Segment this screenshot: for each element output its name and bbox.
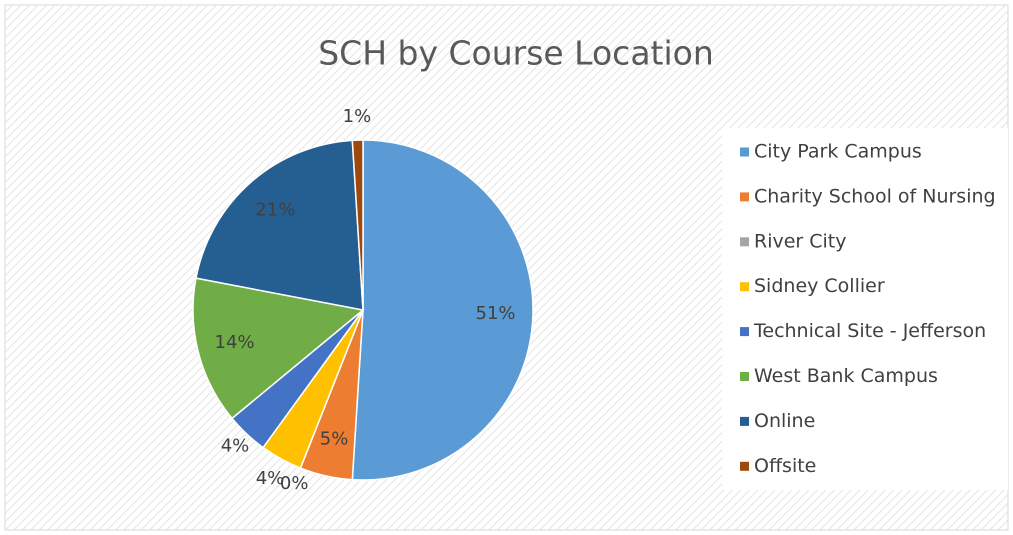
legend-label: Technical Site - Jefferson	[753, 320, 986, 342]
legend-label: City Park Campus	[754, 141, 922, 163]
data-label: 14%	[215, 332, 255, 353]
data-label: 4%	[221, 435, 250, 456]
data-label: 51%	[476, 303, 516, 324]
data-label: 21%	[255, 200, 295, 221]
pie-slice	[351, 139, 534, 481]
legend-label: Charity School of Nursing	[754, 185, 996, 207]
legend-label: River City	[754, 230, 847, 252]
pie-slice	[351, 139, 364, 311]
legend-swatch	[740, 192, 749, 202]
legend-swatch	[740, 416, 749, 426]
chart-title: SCH by Course Location	[318, 34, 714, 73]
legend-label: Sidney Collier	[754, 275, 885, 297]
pie-slice	[192, 277, 365, 420]
pie-slice	[195, 139, 364, 311]
data-label: 0%	[280, 473, 309, 494]
data-label: 5%	[320, 428, 349, 449]
legend-swatch	[740, 461, 749, 471]
legend-box	[722, 128, 1008, 490]
legend-swatch	[740, 372, 749, 381]
legend-swatch	[740, 327, 749, 337]
legend-label: Offsite	[754, 455, 816, 477]
legend-swatch	[740, 282, 749, 292]
legend-label: Online	[754, 410, 815, 432]
data-label: 4%	[256, 468, 285, 489]
legend-swatch	[740, 147, 749, 157]
data-label: 1%	[343, 106, 372, 127]
legend-swatch	[740, 237, 749, 247]
legend-label: West Bank Campus	[754, 365, 938, 387]
